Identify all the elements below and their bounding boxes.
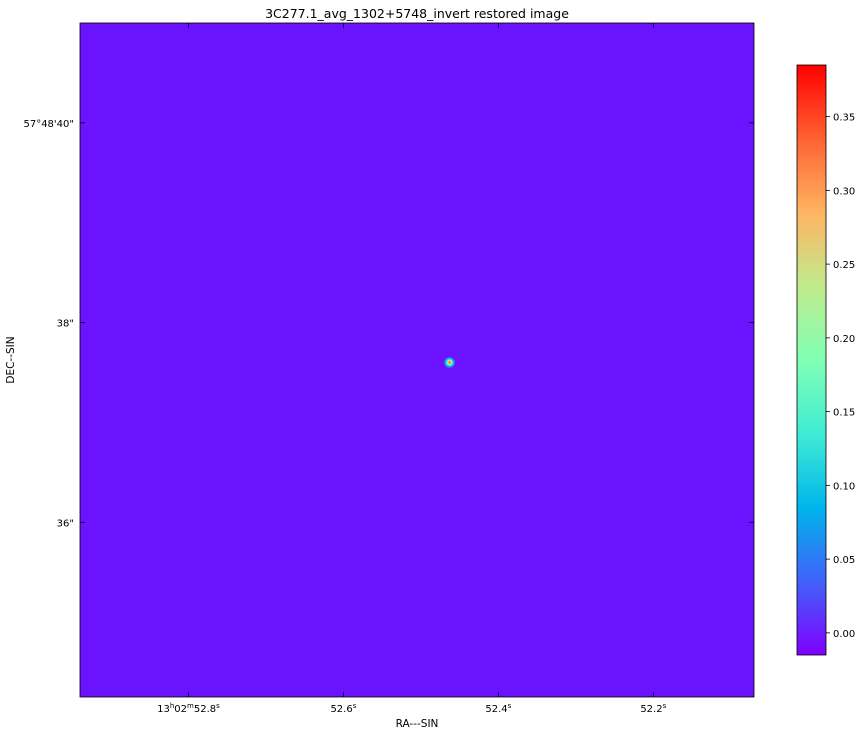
colorbar-tick-label: 0.30 (833, 186, 855, 197)
point-source (443, 356, 456, 369)
plot-title: 3C277.1_avg_1302+5748_invert restored im… (265, 6, 569, 21)
y-tick-label: 36" (57, 518, 74, 529)
x-tick-label: 52.2s (640, 702, 666, 715)
colorbar-tick-label: 0.20 (833, 334, 855, 345)
colorbar-tick-label: 0.25 (833, 260, 855, 271)
colorbar-tick-label: 0.10 (833, 481, 855, 492)
colorbar-ticks: 0.00 0.05 0.10 0.15 0.20 0.25 0.30 0.35 (826, 113, 855, 640)
y-axis-label: DEC--SIN (5, 336, 17, 383)
y-tick-label: 38" (57, 319, 74, 330)
colorbar-tick-label: 0.05 (833, 555, 855, 566)
x-axis-label: RA---SIN (396, 718, 439, 730)
x-tick-label: 52.4s (485, 702, 511, 715)
colorbar (796, 64, 827, 656)
colorbar-tick-label: 0.00 (833, 629, 855, 640)
x-tick-label: 52.6s (330, 702, 356, 715)
image-frame (79, 22, 755, 698)
colorbar-tick-label: 0.35 (833, 113, 855, 124)
colorbar-tick-label: 0.15 (833, 408, 855, 419)
y-tick-label: 57°48'40" (23, 119, 74, 130)
image-area (80, 23, 754, 697)
x-tick-label: 13h02m52.8s (157, 702, 220, 715)
y-axis-ticks: 57°48'40" 38" 36" (23, 119, 754, 529)
x-axis-ticks: 13h02m52.8s 52.6s 52.4s 52.2s (157, 23, 667, 715)
